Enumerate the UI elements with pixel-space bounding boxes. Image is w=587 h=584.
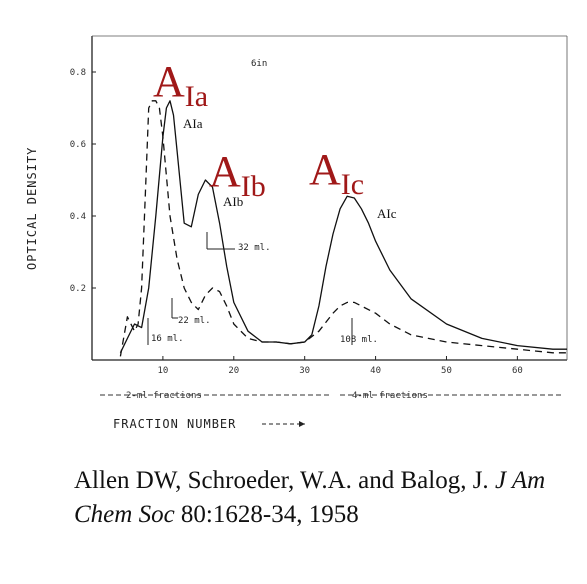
solid-series-line xyxy=(119,100,567,354)
x-axis-title-arrowhead xyxy=(299,421,305,427)
series-layer xyxy=(119,100,567,357)
fraction-note-2ml: 2-ml fractions xyxy=(126,391,202,401)
volume-marker-32ml-label: 32 ml. xyxy=(238,243,271,253)
axis-ticks: 10 20 30 40 50 60 0.2 0.4 0.6 0.8 xyxy=(70,68,523,376)
volume-marker-16ml: 16 ml. xyxy=(147,318,184,345)
citation: Allen DW, Schroeder, W.A. and Balog, J. … xyxy=(74,464,574,532)
x-tick-label: 10 xyxy=(157,366,168,376)
volume-marker-22ml-label: 22 ml. xyxy=(178,316,211,326)
peak-label-small-a1a: AIa xyxy=(183,116,203,131)
y-tick-label: 0.6 xyxy=(70,140,86,150)
x-tick-label: 50 xyxy=(441,366,452,376)
peak-label-large-aia: AIa xyxy=(153,57,208,113)
x-tick-label: 60 xyxy=(512,366,523,376)
volume-marker-108ml: 108 ml. xyxy=(340,318,378,345)
fraction-note-4ml: 4-ml fractions xyxy=(352,391,428,401)
y-axis-title: OPTICAL DENSITY xyxy=(25,147,39,270)
volume-marker-16ml-label: 16 ml. xyxy=(151,334,184,344)
top-label: 6in xyxy=(251,59,267,69)
x-axis-title: FRACTION NUMBER xyxy=(113,417,236,431)
citation-journal: J Am Chem Soc xyxy=(74,467,546,528)
citation-authors: Allen DW, Schroeder, W.A. and Balog, J. xyxy=(74,467,489,494)
citation-ref: 80:1628-34, 1958 xyxy=(180,501,359,528)
dashed-series-line xyxy=(119,100,567,357)
peak-label-large-aic: AIc xyxy=(309,145,364,201)
peak-label-small-a1b: AIb xyxy=(223,194,243,209)
chromatogram-chart: 10 20 30 40 50 60 0.2 0.4 0.6 0.8 OPTICAL DENSITY… xyxy=(25,35,568,431)
y-tick-label: 0.8 xyxy=(70,68,86,78)
x-tick-label: 40 xyxy=(370,366,381,376)
volume-marker-108ml-label: 108 ml. xyxy=(340,335,378,345)
x-tick-label: 20 xyxy=(228,366,239,376)
peak-label-small-a1c: AIc xyxy=(377,206,397,221)
y-tick-label: 0.2 xyxy=(70,284,86,294)
x-tick-label: 30 xyxy=(299,366,310,376)
peak-label-large-aib: AIb xyxy=(209,147,266,203)
y-tick-label: 0.4 xyxy=(70,212,86,222)
volume-marker-32ml: 32 ml. xyxy=(206,232,271,253)
volume-marker-22ml: 22 ml. xyxy=(171,298,211,326)
